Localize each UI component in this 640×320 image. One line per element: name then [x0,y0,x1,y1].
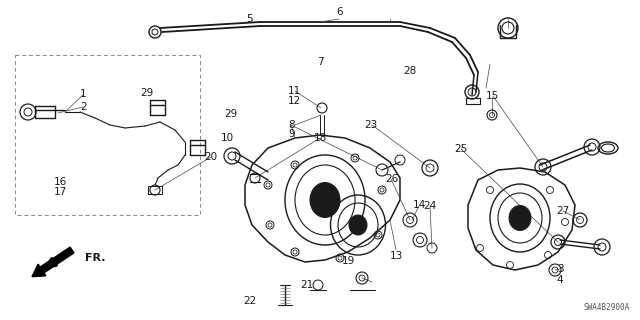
Text: 1: 1 [80,89,86,100]
Text: FR.: FR. [85,253,106,263]
Text: 5: 5 [246,14,253,24]
Text: 16: 16 [54,177,67,188]
Text: 21: 21 [301,280,314,290]
Text: 25: 25 [454,144,467,154]
Text: 20: 20 [205,152,218,162]
Text: 8: 8 [288,120,294,130]
Text: 19: 19 [342,256,355,266]
Text: 12: 12 [288,96,301,106]
Ellipse shape [310,182,340,218]
Text: 28: 28 [403,66,416,76]
Text: 2: 2 [80,102,86,112]
Text: 22: 22 [243,296,256,306]
Text: 26: 26 [385,174,398,184]
Text: SWA4B2900A: SWA4B2900A [584,303,630,312]
Text: 14: 14 [413,200,426,210]
Text: 18: 18 [314,132,326,143]
Ellipse shape [509,205,531,230]
Text: 24: 24 [424,201,436,212]
Text: 10: 10 [221,132,234,143]
Text: 3: 3 [557,264,563,274]
Ellipse shape [349,215,367,235]
Text: 9: 9 [288,129,294,140]
Text: 4: 4 [557,275,563,285]
Bar [15,55,200,215]
Text: 29: 29 [141,88,154,98]
Text: 6: 6 [336,7,342,17]
Text: 15: 15 [486,91,499,101]
Text: 27: 27 [557,206,570,216]
Text: 23: 23 [365,120,378,130]
FancyArrow shape [32,247,74,277]
Text: 7: 7 [317,57,323,68]
Text: 17: 17 [54,187,67,197]
Text: 11: 11 [288,86,301,96]
Text: 13: 13 [390,251,403,261]
Text: 29: 29 [224,108,237,119]
